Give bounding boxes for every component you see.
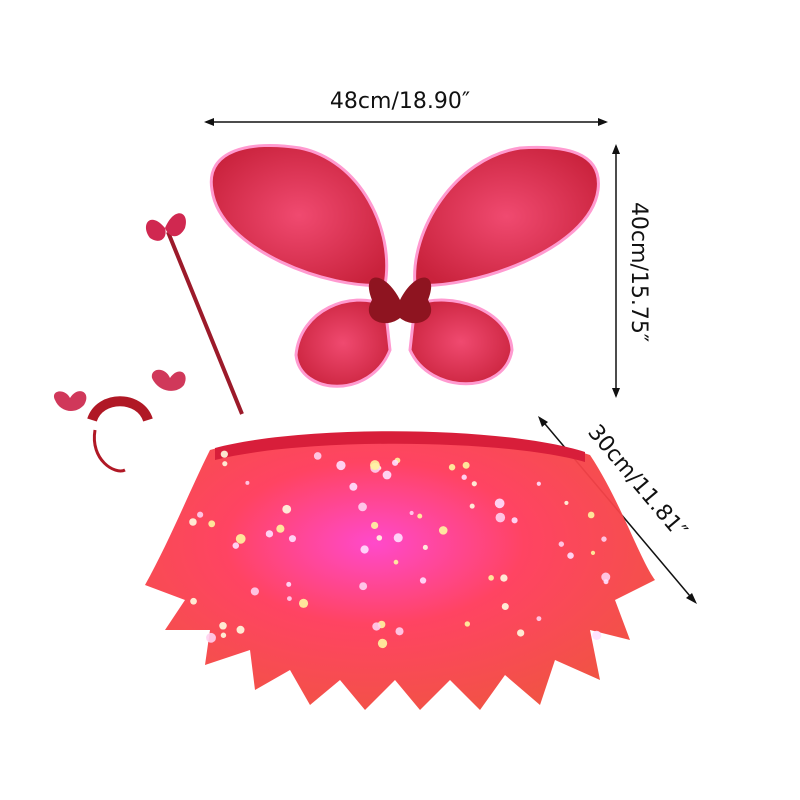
led-dot: [287, 596, 292, 602]
led-dot: [603, 579, 609, 585]
led-dot: [587, 511, 595, 519]
led-dot: [376, 535, 383, 541]
led-dot: [409, 510, 414, 516]
led-dot: [208, 520, 216, 528]
led-dot: [488, 575, 494, 581]
led-dot: [360, 545, 369, 554]
led-dot: [469, 503, 475, 509]
led-dot: [282, 504, 292, 514]
led-dot: [276, 524, 285, 533]
width-dimension: 48cm/18.90″: [204, 89, 608, 126]
led-dot: [220, 632, 227, 638]
led-dot: [438, 526, 448, 535]
headband: [53, 369, 186, 473]
led-dot: [382, 470, 392, 480]
led-dot: [189, 518, 197, 526]
led-dot: [464, 621, 471, 627]
led-dot: [536, 481, 541, 486]
led-dot: [286, 581, 292, 587]
led-dot: [558, 541, 565, 547]
led-dot: [372, 622, 381, 631]
led-dot: [417, 513, 423, 519]
fairy-wings: [209, 144, 600, 388]
led-dot: [495, 512, 506, 523]
led-dot: [336, 460, 346, 471]
led-dot: [236, 625, 245, 634]
led-dot: [395, 627, 404, 636]
led-dot: [265, 530, 274, 538]
led-dot: [369, 460, 380, 471]
led-dot: [393, 533, 403, 543]
led-dot: [222, 461, 228, 467]
led-dot: [197, 511, 204, 518]
led-dot: [500, 574, 508, 582]
led-dot: [393, 559, 399, 565]
height-label: 40cm/15.75″: [626, 202, 651, 342]
led-dot: [349, 482, 358, 491]
led-dot: [359, 582, 368, 591]
led-dot: [288, 535, 296, 543]
led-dot: [494, 498, 505, 509]
led-dot: [462, 461, 470, 469]
led-dot: [601, 572, 611, 582]
led-dot: [567, 552, 574, 559]
led-dot: [219, 622, 227, 630]
led-dot: [601, 536, 607, 542]
led-dot: [220, 450, 228, 458]
led-dot: [592, 630, 602, 640]
height-dimension: 40cm/15.75″: [612, 144, 651, 398]
led-dot: [232, 542, 240, 549]
led-dot: [536, 616, 542, 622]
fairy-wand: [145, 213, 244, 415]
led-dot: [250, 587, 259, 596]
butterfly-center: [368, 277, 432, 324]
led-lights: [189, 450, 611, 649]
led-dot: [448, 464, 456, 471]
led-dot: [206, 632, 216, 643]
led-dot: [313, 452, 322, 460]
led-dot: [564, 500, 569, 505]
led-dot: [501, 602, 509, 610]
width-label: 48cm/18.90″: [330, 89, 470, 114]
led-dot: [461, 474, 467, 480]
led-dot: [422, 544, 428, 550]
led-dot: [511, 517, 518, 524]
led-dot: [298, 598, 309, 608]
led-dot: [392, 459, 399, 466]
led-dot: [419, 577, 427, 584]
led-dot: [377, 638, 388, 649]
led-dot: [590, 550, 596, 555]
led-dot: [235, 533, 246, 544]
led-dot: [471, 481, 477, 487]
led-dot: [517, 629, 525, 637]
tutu-skirt: [145, 431, 655, 710]
led-dot: [190, 597, 197, 605]
led-dot: [370, 521, 379, 530]
led-dot: [358, 502, 367, 512]
led-dot: [245, 480, 250, 485]
